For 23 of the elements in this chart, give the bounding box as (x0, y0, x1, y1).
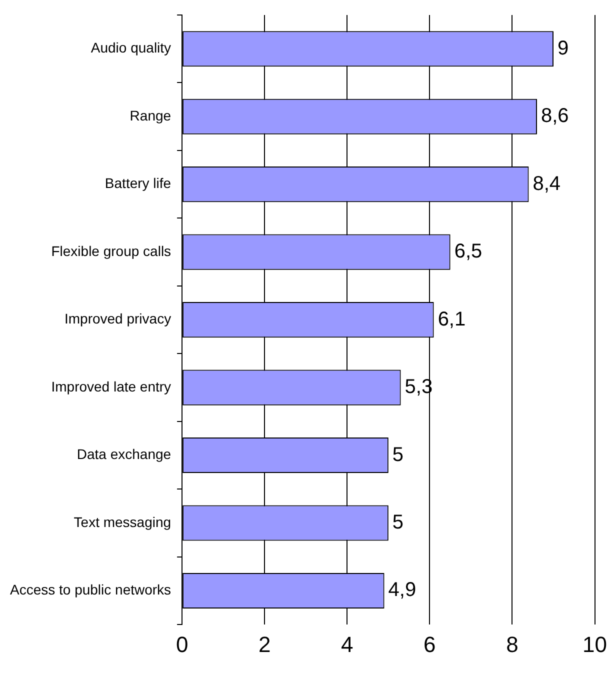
y-tick-label: Access to public networks (10, 582, 172, 598)
x-tick-label: 6 (424, 632, 436, 657)
x-tick-label: 8 (506, 632, 518, 657)
y-tick-label: Range (130, 107, 172, 124)
data-label: 8,4 (532, 172, 561, 195)
x-tick-label: 4 (341, 632, 354, 657)
y-tick-label: Improved late entry (51, 378, 172, 394)
data-label: 5 (392, 444, 404, 466)
data-label: 6,5 (454, 240, 482, 263)
y-tick-label: Battery life (104, 175, 172, 192)
y-tick-label: Improved privacy (64, 310, 172, 327)
y-tick-label: Audio quality (90, 40, 172, 56)
x-tick-label: 10 (582, 632, 608, 657)
data-label: 5 (392, 512, 404, 534)
data-label: 9 (557, 37, 569, 60)
data-label: 8,6 (540, 105, 569, 128)
y-tick-label: Text messaging (74, 514, 172, 530)
data-label: 4,9 (388, 579, 416, 602)
data-label: 6,1 (438, 308, 466, 330)
y-tick-label: Flexible group calls (51, 242, 172, 259)
x-tick-label: 0 (176, 632, 188, 657)
y-tick-label: Data exchange (76, 446, 172, 462)
x-tick-label: 2 (258, 632, 271, 657)
